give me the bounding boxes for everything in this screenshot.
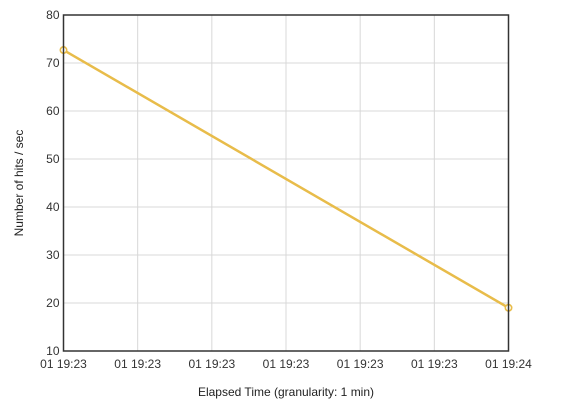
- x-tick-label: 01 19:23: [188, 357, 235, 371]
- y-tick-label: 60: [46, 104, 60, 118]
- plot-frame: [62, 14, 510, 352]
- x-tick-label: 01 19:23: [337, 357, 384, 371]
- x-tick-label: 01 19:24: [485, 357, 532, 371]
- y-tick-label: 10: [46, 344, 60, 358]
- y-tick-label: 40: [46, 200, 60, 214]
- y-axis-ticks: 10 20 30 40 50 60 70 80: [46, 8, 60, 358]
- x-tick-label: 01 19:23: [114, 357, 161, 371]
- grid-lines: [63, 15, 509, 351]
- x-axis-ticks: 01 19:23 01 19:23 01 19:23 01 19:23 01 19:23…: [40, 357, 532, 371]
- y-axis-title: Number of hits / sec: [12, 130, 26, 237]
- y-tick-label: 30: [46, 248, 60, 262]
- x-tick-label: 01 19:23: [263, 357, 310, 371]
- y-tick-label: 20: [46, 296, 60, 310]
- series-line: [62, 48, 510, 310]
- x-tick-label: 01 19:23: [40, 357, 87, 371]
- y-tick-label: 70: [46, 56, 60, 70]
- x-axis-title: Elapsed Time (granularity: 1 min): [198, 385, 374, 399]
- y-tick-label: 80: [46, 8, 60, 22]
- y-tick-label: 50: [46, 152, 60, 166]
- x-tick-label: 01 19:23: [411, 357, 458, 371]
